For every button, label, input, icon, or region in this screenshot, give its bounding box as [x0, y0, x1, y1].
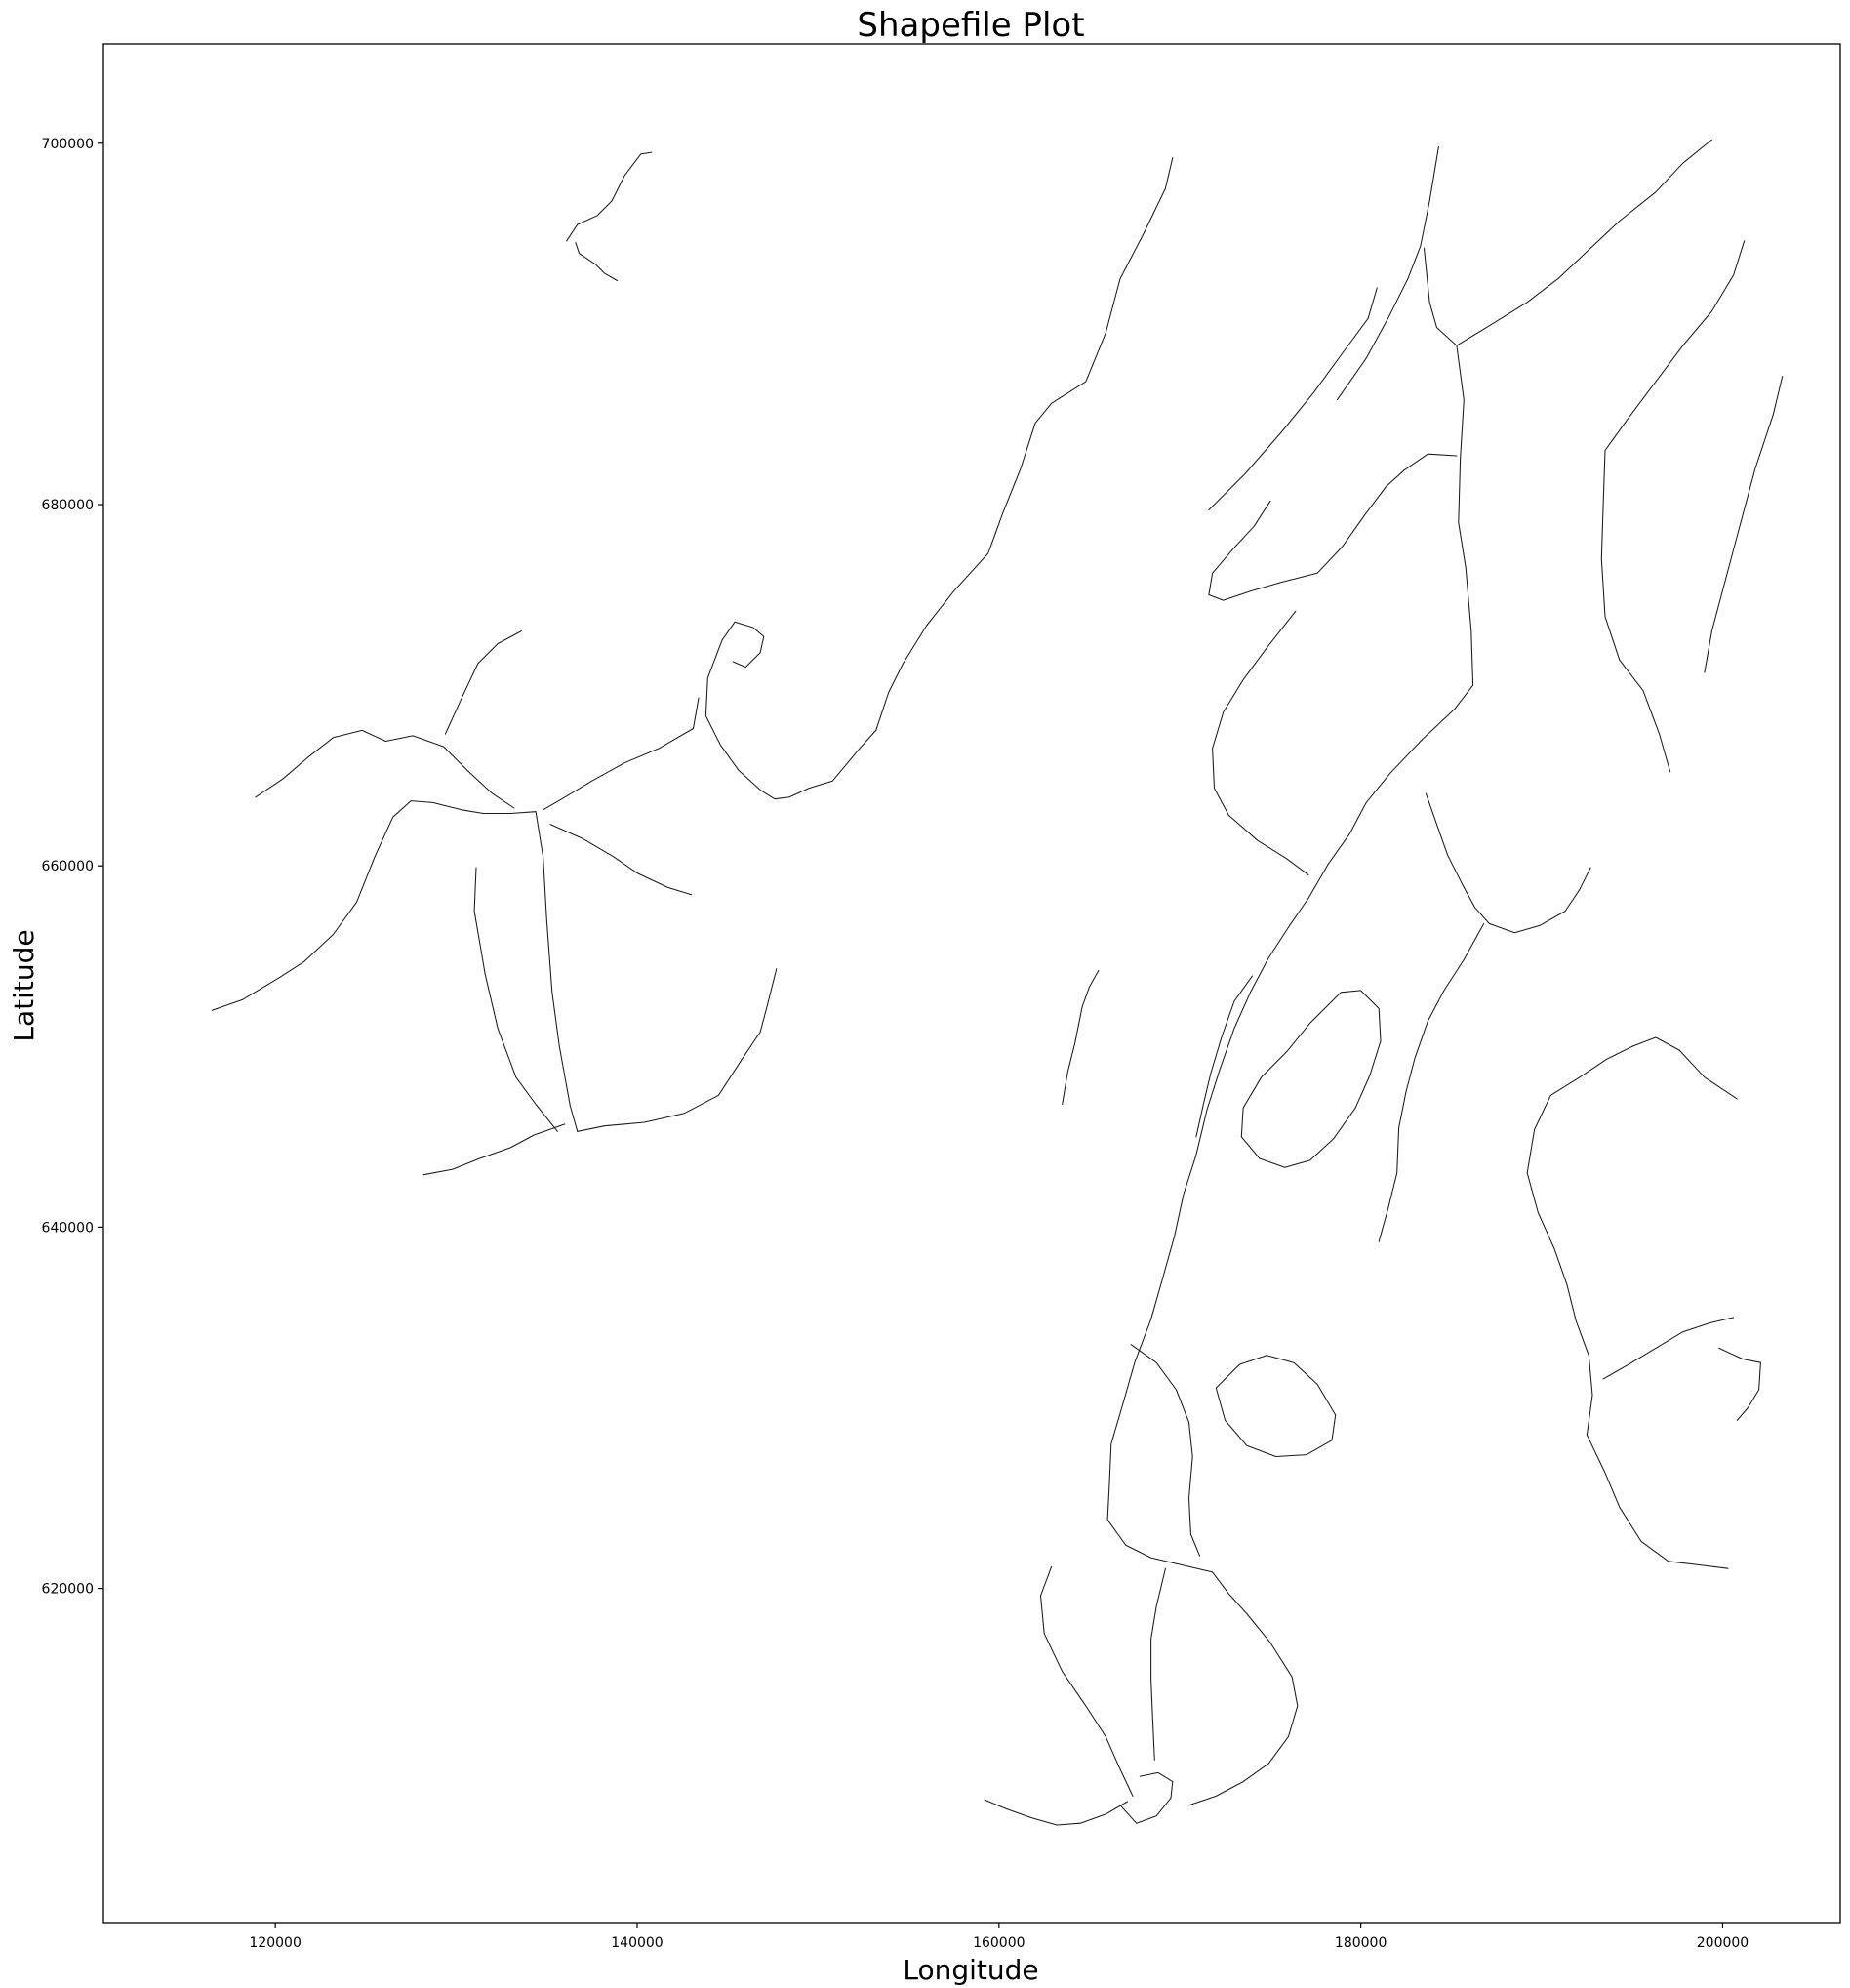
x-tick-label: 160000 — [973, 1935, 1025, 1951]
road-middle-west-coast — [1212, 610, 1309, 875]
x-tick-label: 140000 — [611, 1935, 663, 1951]
road-south-interior-road — [1150, 1567, 1166, 1761]
road-large-island-southeast-coast — [577, 968, 778, 1132]
road-east-island-north-coast — [1631, 1036, 1738, 1100]
road-west-peninsula-loop — [732, 621, 765, 669]
road-large-island-northeast — [543, 697, 700, 811]
map-title: Shapefile Plot — [857, 6, 1084, 45]
road-mid-coast-east — [1425, 792, 1591, 934]
y-tick-label: 660000 — [42, 859, 94, 874]
road-northeast-peninsula — [1604, 240, 1746, 452]
y-tick-label: 620000 — [42, 1582, 94, 1598]
road-east-island-west-coast — [1526, 1045, 1633, 1436]
x-tick-label: 180000 — [1335, 1935, 1387, 1951]
road-east-island-south-coast — [1586, 1434, 1729, 1569]
road-south-mid-ring — [1215, 1355, 1337, 1458]
road-north-west-coastal-arm — [1208, 453, 1458, 601]
x-tick-label: 200000 — [1697, 1935, 1749, 1951]
road-northeast-far-spur — [1704, 376, 1784, 673]
y-axis-label: Latitude — [8, 929, 40, 1041]
map-frame — [102, 43, 1841, 1924]
road-large-island-north-ring — [255, 729, 515, 809]
road-northwest-island — [566, 151, 653, 242]
road-northeast-peninsula-south — [1600, 449, 1671, 773]
road-mid-coast-east-ridge — [1378, 922, 1485, 1242]
road-large-island-east-arm — [549, 824, 693, 896]
road-south-west-loop — [1039, 1565, 1134, 1797]
road-small-island-west — [1062, 969, 1100, 1106]
road-west-coast-road-north — [704, 157, 1174, 800]
y-tick-label: 680000 — [42, 498, 94, 513]
road-south-bottom-loop — [1119, 1771, 1174, 1824]
road-network — [211, 139, 1784, 1826]
road-large-island-southwest-coast — [422, 1123, 566, 1176]
road-north-central-ridge — [1336, 145, 1439, 401]
x-tick-label: 120000 — [249, 1935, 301, 1951]
y-tick-label: 640000 — [42, 1220, 94, 1236]
x-axis-ticks: 120000 140000 160000 180000 200000 — [249, 1923, 1749, 1951]
road-mid-west-coast-road — [1195, 975, 1253, 1138]
road-mid-lake-ring — [1240, 990, 1382, 1168]
road-south-mid-west-road — [1130, 1344, 1201, 1557]
y-tick-label: 700000 — [42, 137, 94, 152]
road-north-west-long-finger — [1208, 287, 1378, 511]
road-large-island-southern-road-a — [535, 811, 579, 1132]
road-south-east-loop — [1187, 1571, 1299, 1806]
road-north-east-coast — [1456, 139, 1712, 346]
road-large-island-west-arc — [211, 800, 537, 1011]
road-south-west-coastal-road — [984, 1799, 1129, 1826]
road-east-island-interior-east — [1718, 1347, 1761, 1421]
road-east-island-interior — [1602, 1317, 1735, 1380]
road-large-island-north-spur — [444, 630, 522, 735]
x-axis-label: Longitude — [903, 1954, 1038, 1986]
road-north-main-spine — [1106, 247, 1474, 1573]
road-large-island-southern-road-b — [473, 867, 558, 1132]
road-northwest-island-south — [575, 242, 619, 282]
y-axis-ticks: 620000 640000 660000 680000 700000 — [42, 137, 103, 1598]
